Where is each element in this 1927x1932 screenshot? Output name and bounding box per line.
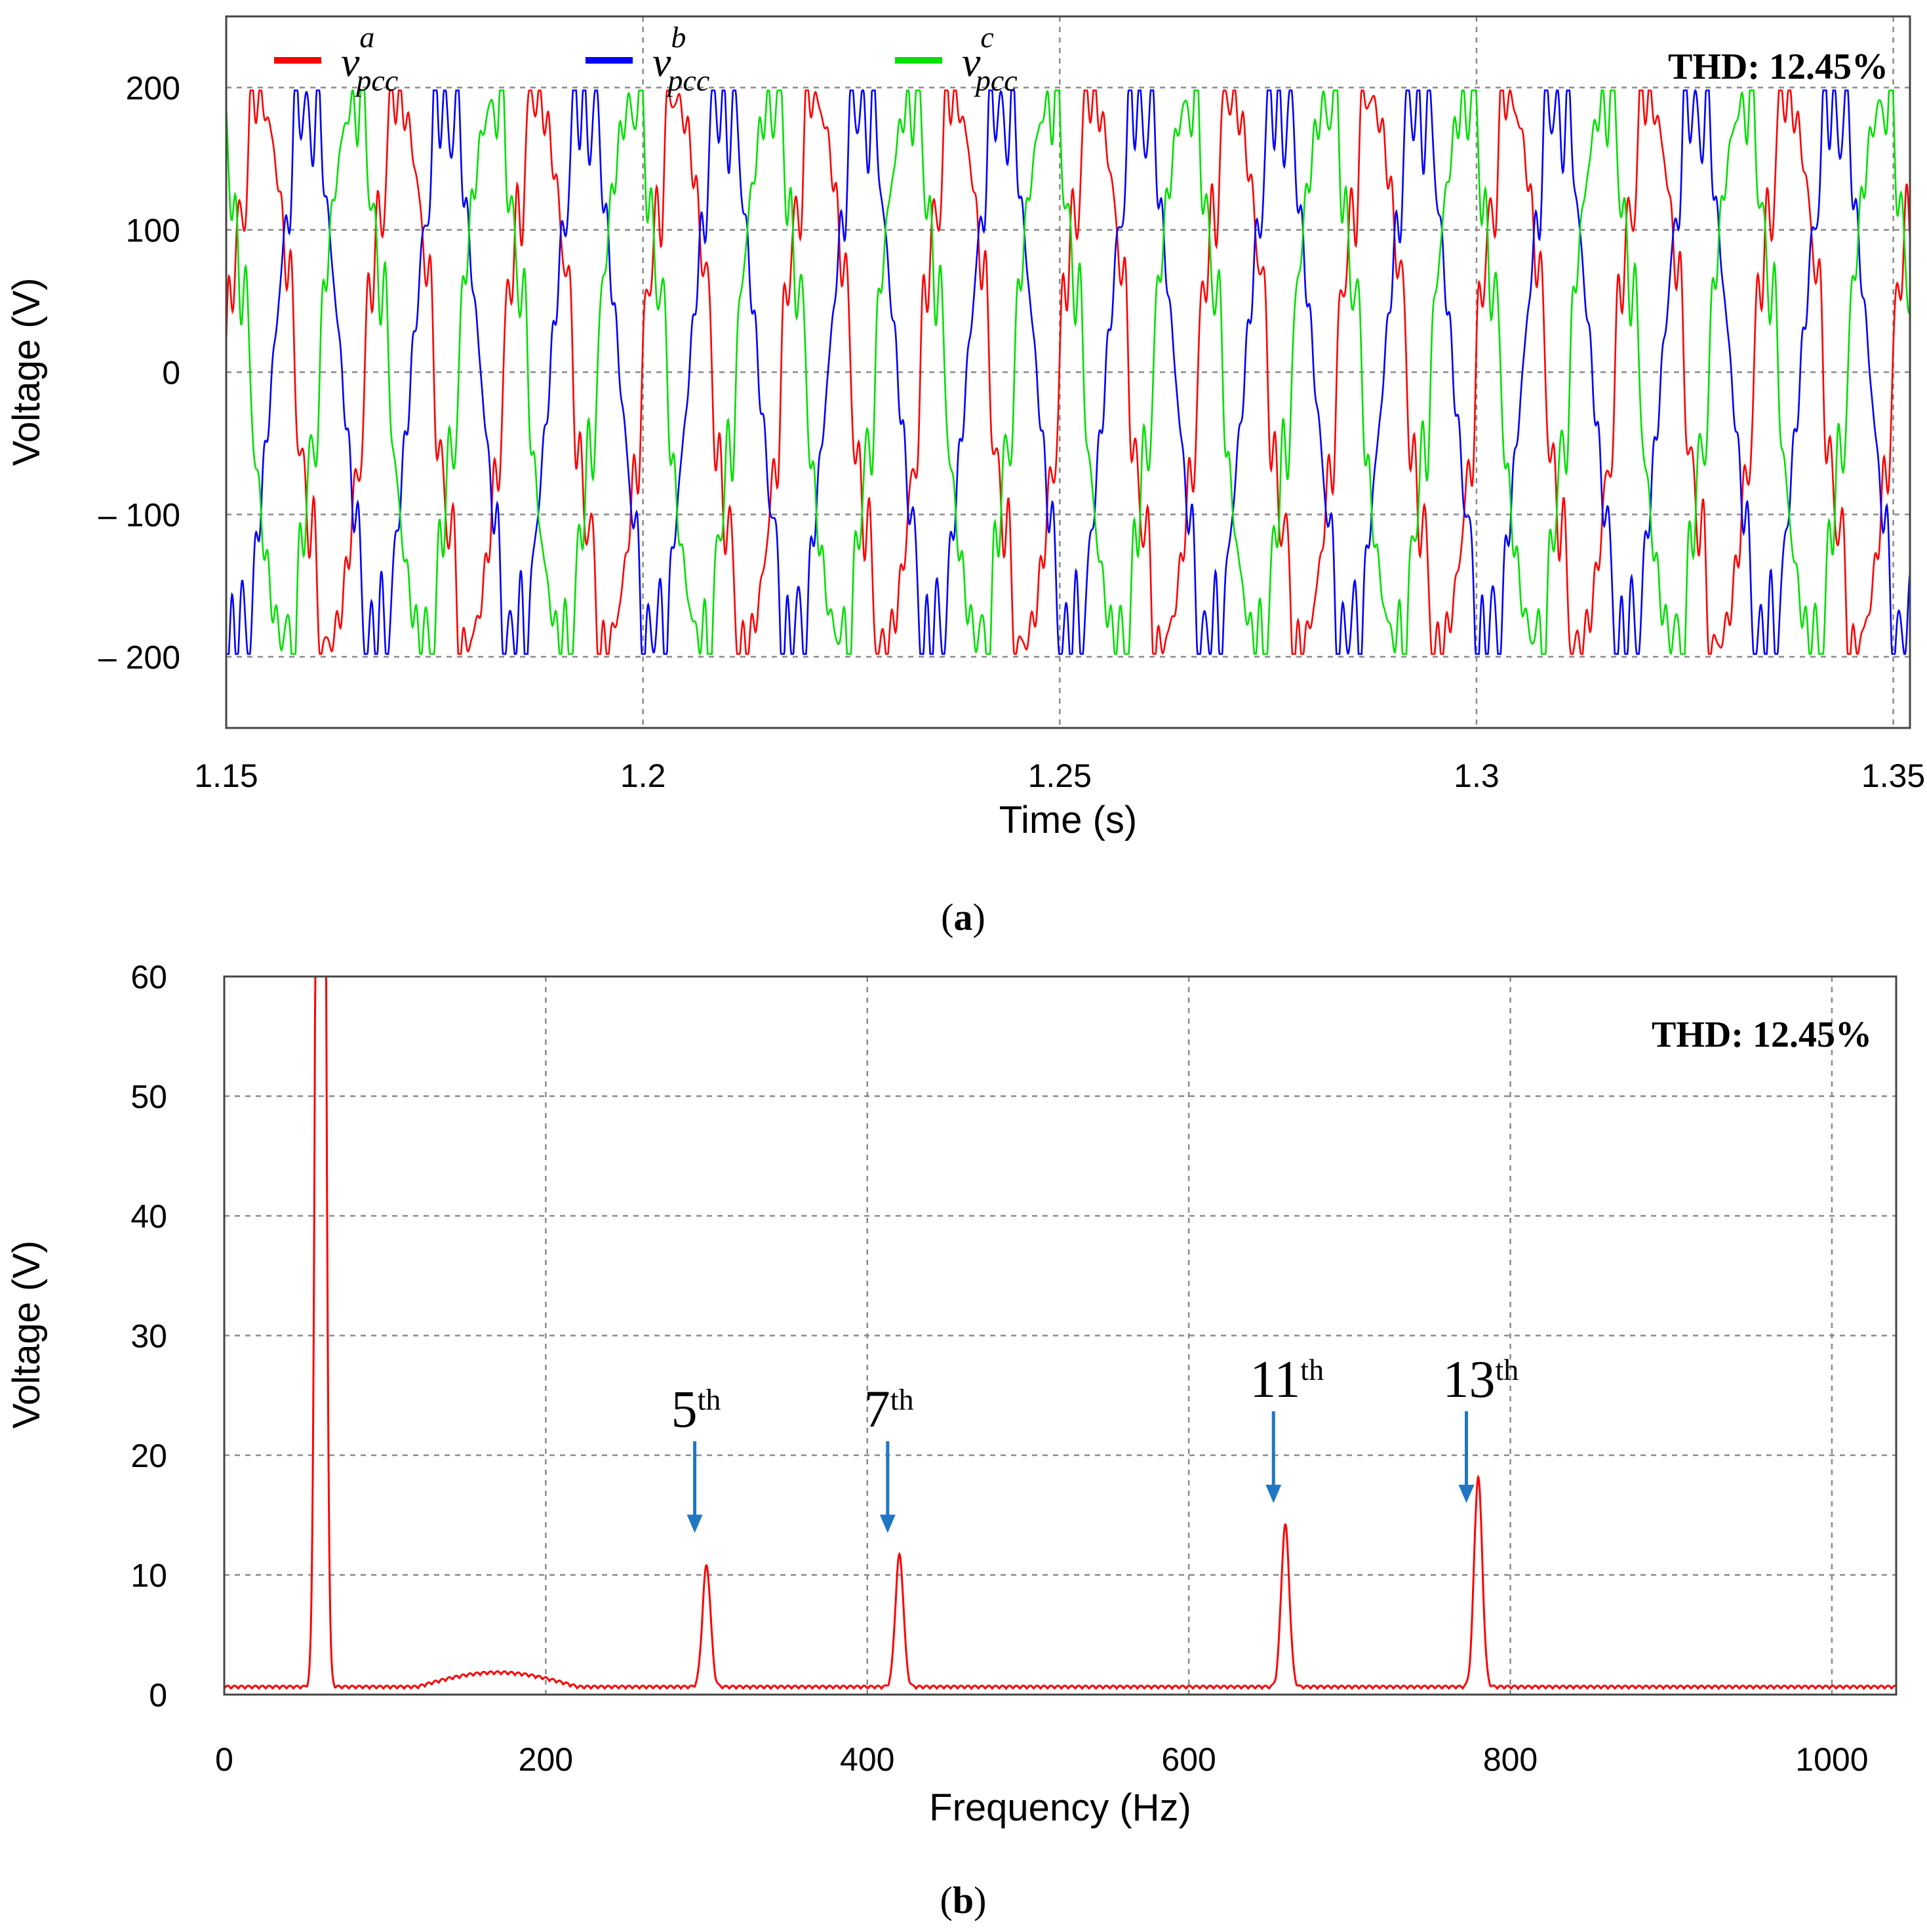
y-tick-label: – 100 bbox=[98, 497, 180, 534]
spectrum-chart-y-title: Voltage (V) bbox=[5, 1241, 48, 1429]
arrowhead-icon bbox=[1265, 1485, 1282, 1503]
harmonic-annotations: 5th 7th 11th 13th bbox=[671, 1351, 1519, 1533]
series-line-c bbox=[225, 89, 1911, 655]
harmonic-label-11: 11th bbox=[1250, 1351, 1324, 1503]
spectrum-chart-thd-annotation: THD: 12.45% bbox=[1652, 1015, 1872, 1055]
y-tick-label: 100 bbox=[126, 212, 180, 249]
x-tick-label: 0 bbox=[215, 1741, 233, 1778]
x-tick-label: 600 bbox=[1161, 1741, 1216, 1778]
spectrum-chart: 0 200 400 600 800 1000 60 50 40 30 20 10 0 5th 7th 11… bbox=[5, 959, 1897, 1922]
panel-b-caption: (b) bbox=[940, 1879, 987, 1922]
y-tick-label: – 200 bbox=[98, 639, 180, 676]
harmonic-label-7: 7th bbox=[864, 1381, 914, 1533]
time-chart-x-title: Time (s) bbox=[999, 799, 1137, 841]
spectrum-chart-frame bbox=[223, 975, 1897, 1696]
y-tick-label: 40 bbox=[130, 1198, 167, 1235]
series-line-a bbox=[225, 89, 1911, 655]
x-tick-label: 1.15 bbox=[194, 757, 258, 794]
harmonic-order: 11th bbox=[1250, 1351, 1324, 1409]
legend-item-a: va pcc bbox=[274, 20, 398, 97]
spectrum-line bbox=[224, 976, 1896, 1691]
time-chart-y-title: Voltage (V) bbox=[5, 278, 48, 466]
spectrum-chart-grid bbox=[224, 976, 1896, 1695]
x-tick-label: 800 bbox=[1483, 1741, 1538, 1778]
y-tick-label: 200 bbox=[126, 70, 180, 107]
legend-label-c: vc pcc bbox=[962, 20, 1018, 97]
x-tick-label: 200 bbox=[519, 1741, 573, 1778]
panel-a-caption: (a) bbox=[941, 896, 985, 938]
x-tick-label: 400 bbox=[840, 1741, 894, 1778]
harmonic-order: 13th bbox=[1443, 1351, 1519, 1409]
harmonic-label-5: 5th bbox=[671, 1381, 721, 1533]
harmonic-order: 5th bbox=[671, 1381, 721, 1439]
legend-item-b: vb pcc bbox=[586, 20, 709, 97]
y-tick-label: 30 bbox=[130, 1318, 167, 1355]
time-chart-y-ticks: 200 100 0 – 100 – 200 bbox=[98, 70, 180, 676]
legend-label-a: va pcc bbox=[341, 20, 398, 97]
x-tick-label: 1.25 bbox=[1028, 757, 1092, 794]
legend: va pcc vb pcc vc pcc bbox=[274, 20, 1018, 97]
y-tick-label: 50 bbox=[130, 1079, 167, 1116]
spectrum-chart-series bbox=[224, 976, 1896, 1691]
series-line-b bbox=[226, 89, 1911, 655]
x-tick-label: 1.3 bbox=[1454, 757, 1500, 794]
y-tick-label: 0 bbox=[149, 1677, 167, 1714]
arrowhead-icon bbox=[1458, 1485, 1475, 1503]
legend-item-c: vc pcc bbox=[895, 20, 1018, 97]
x-tick-label: 1.2 bbox=[620, 757, 666, 794]
time-chart-x-ticks: 1.15 1.2 1.25 1.3 1.35 bbox=[194, 757, 1925, 794]
spectrum-chart-y-ticks: 60 50 40 30 20 10 0 bbox=[130, 959, 167, 1714]
y-tick-label: 10 bbox=[130, 1558, 167, 1594]
time-chart-series bbox=[225, 89, 1911, 655]
x-tick-label: 1000 bbox=[1795, 1741, 1868, 1778]
x-tick-label: 1.35 bbox=[1861, 757, 1925, 794]
y-tick-label: 0 bbox=[162, 355, 180, 392]
y-tick-label: 20 bbox=[130, 1438, 167, 1474]
harmonic-label-13: 13th bbox=[1443, 1351, 1519, 1503]
time-chart-thd-annotation: THD: 12.45% bbox=[1668, 47, 1888, 87]
y-tick-label: 60 bbox=[130, 959, 167, 996]
time-domain-chart: 1.15 1.2 1.25 1.3 1.35 200 100 0 – 100 – 200 Tim… bbox=[5, 15, 1925, 938]
legend-label-b: vb pcc bbox=[652, 20, 709, 97]
arrowhead-icon bbox=[879, 1514, 896, 1533]
spectrum-chart-x-ticks: 0 200 400 600 800 1000 bbox=[215, 1741, 1868, 1778]
spectrum-chart-x-title: Frequency (Hz) bbox=[929, 1786, 1191, 1829]
time-chart-frame bbox=[225, 15, 1911, 729]
arrowhead-icon bbox=[686, 1514, 703, 1533]
harmonic-order: 7th bbox=[864, 1381, 914, 1439]
